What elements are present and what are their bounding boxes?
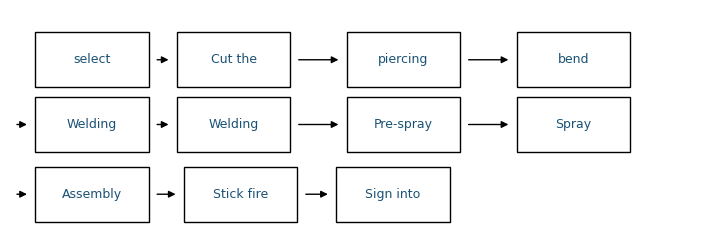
Text: select: select [74, 53, 110, 66]
Bar [184, 167, 297, 222]
Text: Assembly: Assembly [62, 188, 122, 201]
Text: Sign into: Sign into [365, 188, 421, 201]
Bar [35, 167, 149, 222]
Text: Stick fire: Stick fire [213, 188, 268, 201]
Text: piercing: piercing [378, 53, 429, 66]
Bar [177, 32, 290, 87]
Bar [517, 32, 630, 87]
Bar [35, 32, 149, 87]
Bar [336, 167, 450, 222]
Text: Cut the: Cut the [211, 53, 256, 66]
Bar [517, 97, 630, 152]
Text: bend: bend [558, 53, 589, 66]
Bar [177, 97, 290, 152]
Text: Pre-spray: Pre-spray [374, 118, 433, 131]
Bar [35, 97, 149, 152]
Text: Welding: Welding [209, 118, 258, 131]
Bar [347, 32, 460, 87]
Bar [347, 97, 460, 152]
Text: Spray: Spray [555, 118, 592, 131]
Text: Welding: Welding [67, 118, 117, 131]
